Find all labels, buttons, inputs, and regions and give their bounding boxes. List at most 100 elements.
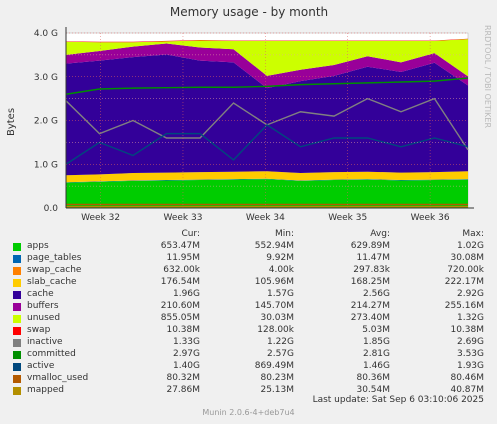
legend-cur-value: 10.38M bbox=[166, 325, 200, 335]
legend-row-mapped: mapped 27.86M 25.13M 30.54M 40.87M bbox=[0, 384, 490, 396]
legend-swatch bbox=[13, 291, 21, 299]
legend-max-value: 720.00k bbox=[447, 265, 484, 275]
legend-cur-value: 11.95M bbox=[166, 253, 200, 263]
line-committed bbox=[65, 77, 469, 95]
legend-max-value: 30.08M bbox=[450, 253, 484, 263]
x-tick-label: Week 35 bbox=[328, 213, 367, 223]
legend-series-name: committed bbox=[27, 349, 76, 359]
last-update: Last update: Sat Sep 6 03:10:06 2025 bbox=[312, 395, 484, 405]
legend-min-value: 1.22G bbox=[266, 337, 294, 347]
legend-min-value: 25.13M bbox=[260, 385, 294, 395]
legend-min-value: 869.49M bbox=[254, 361, 294, 371]
legend-max-value: 3.53G bbox=[456, 349, 484, 359]
area-apps bbox=[66, 179, 468, 208]
legend-min-value: 145.70M bbox=[254, 301, 294, 311]
legend-min-value: 80.23M bbox=[260, 373, 294, 383]
x-tick-label: Week 32 bbox=[81, 213, 120, 223]
legend-avg-value: 1.46G bbox=[362, 361, 390, 371]
chart-title: Memory usage - by month bbox=[170, 5, 328, 19]
legend-swatch bbox=[13, 327, 21, 335]
y-tick-label: 1.0 G bbox=[34, 160, 58, 170]
legend-max-value: 40.87M bbox=[450, 385, 484, 395]
area-page_tables bbox=[66, 178, 468, 183]
legend-max-value: 222.17M bbox=[444, 277, 484, 287]
legend-row-committed: committed 2.97G 2.57G 2.81G 3.53G bbox=[0, 348, 490, 360]
legend-series-name: swap bbox=[27, 325, 51, 335]
legend-avg-value: 11.47M bbox=[356, 253, 390, 263]
legend-swatch bbox=[13, 267, 21, 275]
y-tick-label: 4.0 G bbox=[34, 29, 58, 39]
legend-series-name: swap_cache bbox=[27, 265, 82, 275]
legend-min-value: 4.00k bbox=[268, 265, 294, 275]
y-tick-label: 0.0 bbox=[44, 204, 59, 214]
legend-avg-value: 80.36M bbox=[356, 373, 390, 383]
legend-max-value: 1.32G bbox=[456, 313, 484, 323]
legend-cur-value: 27.86M bbox=[166, 385, 200, 395]
legend-avg-value: 2.81G bbox=[362, 349, 390, 359]
legend-avg-value: 30.54M bbox=[356, 385, 390, 395]
legend-series-name: mapped bbox=[27, 385, 64, 395]
x-tick-label: Week 34 bbox=[246, 213, 285, 223]
legend-avg-value: 5.03M bbox=[362, 325, 390, 335]
area-swap bbox=[66, 38, 468, 43]
legend-series-name: inactive bbox=[27, 337, 63, 347]
legend-swatch bbox=[13, 387, 21, 395]
munin-version: Munin 2.0.6-4+deb7u4 bbox=[202, 408, 295, 417]
legend-cur-value: 176.54M bbox=[160, 277, 200, 287]
legend-header-avg: Avg: bbox=[370, 229, 390, 239]
y-tick-label: 3.0 G bbox=[34, 73, 58, 83]
legend-avg-value: 168.25M bbox=[350, 277, 390, 287]
area-buffers bbox=[66, 43, 468, 89]
area-unused bbox=[66, 39, 468, 77]
legend-row-cache: cache 1.96G 1.57G 2.56G 2.92G bbox=[0, 288, 490, 300]
legend-swatch bbox=[13, 303, 21, 311]
legend-row-active: active 1.40G 869.49M 1.46G 1.93G bbox=[0, 360, 490, 372]
legend-row-inactive: inactive 1.33G 1.22G 1.85G 2.69G bbox=[0, 336, 490, 348]
legend-swatch bbox=[13, 375, 21, 383]
legend-cur-value: 1.33G bbox=[172, 337, 200, 347]
legend-series-name: page_tables bbox=[27, 253, 82, 263]
legend-swatch bbox=[13, 243, 21, 251]
legend-row-page_tables: page_tables 11.95M 9.92M 11.47M 30.08M bbox=[0, 252, 490, 264]
legend-row-slab_cache: slab_cache 176.54M 105.96M 168.25M 222.17M bbox=[0, 276, 490, 288]
legend-min-value: 30.03M bbox=[260, 313, 294, 323]
legend-series-name: slab_cache bbox=[27, 277, 77, 287]
legend-max-value: 255.16M bbox=[444, 301, 484, 311]
x-tick-label: Week 33 bbox=[163, 213, 202, 223]
legend-cur-value: 80.32M bbox=[166, 373, 200, 383]
legend-avg-value: 214.27M bbox=[350, 301, 390, 311]
legend-row-apps: apps 653.47M 552.94M 629.89M 1.02G bbox=[0, 240, 490, 252]
legend-min-value: 128.00k bbox=[257, 325, 294, 335]
legend-series-name: apps bbox=[27, 241, 49, 251]
area-cache bbox=[66, 54, 468, 176]
legend-cur-value: 210.60M bbox=[160, 301, 200, 311]
legend-max-value: 10.38M bbox=[450, 325, 484, 335]
legend-swatch bbox=[13, 255, 21, 263]
legend-series-name: active bbox=[27, 361, 55, 371]
legend-cur-value: 855.05M bbox=[160, 313, 200, 323]
legend-cur-value: 632.00k bbox=[163, 265, 200, 275]
legend-header-min: Min: bbox=[274, 229, 294, 239]
y-axis-label: Bytes bbox=[6, 108, 17, 136]
legend-avg-value: 1.85G bbox=[362, 337, 390, 347]
legend-max-value: 1.02G bbox=[456, 241, 484, 251]
legend-header-max: Max: bbox=[462, 229, 484, 239]
legend-swatch bbox=[13, 279, 21, 287]
legend-swatch bbox=[13, 339, 21, 347]
legend-avg-value: 629.89M bbox=[350, 241, 390, 251]
legend-avg-value: 297.83k bbox=[353, 265, 390, 275]
y-tick-label: 2.0 G bbox=[34, 117, 58, 127]
legend-series-name: vmalloc_used bbox=[27, 373, 89, 383]
legend-cur-value: 1.96G bbox=[172, 289, 200, 299]
legend-max-value: 2.92G bbox=[456, 289, 484, 299]
legend-row-swap_cache: swap_cache 632.00k 4.00k 297.83k 720.00k bbox=[0, 264, 490, 276]
legend-series-name: unused bbox=[27, 313, 61, 323]
line-active bbox=[65, 123, 469, 165]
rrdtool-credit: RRDTOOL / TOBI OETIKER bbox=[483, 25, 492, 128]
legend-min-value: 1.57G bbox=[266, 289, 294, 299]
legend-row-unused: unused 855.05M 30.03M 273.40M 1.32G bbox=[0, 312, 490, 324]
legend-min-value: 552.94M bbox=[254, 241, 294, 251]
legend-cur-value: 1.40G bbox=[172, 361, 200, 371]
legend-min-value: 2.57G bbox=[266, 349, 294, 359]
legend-cur-value: 2.97G bbox=[172, 349, 200, 359]
